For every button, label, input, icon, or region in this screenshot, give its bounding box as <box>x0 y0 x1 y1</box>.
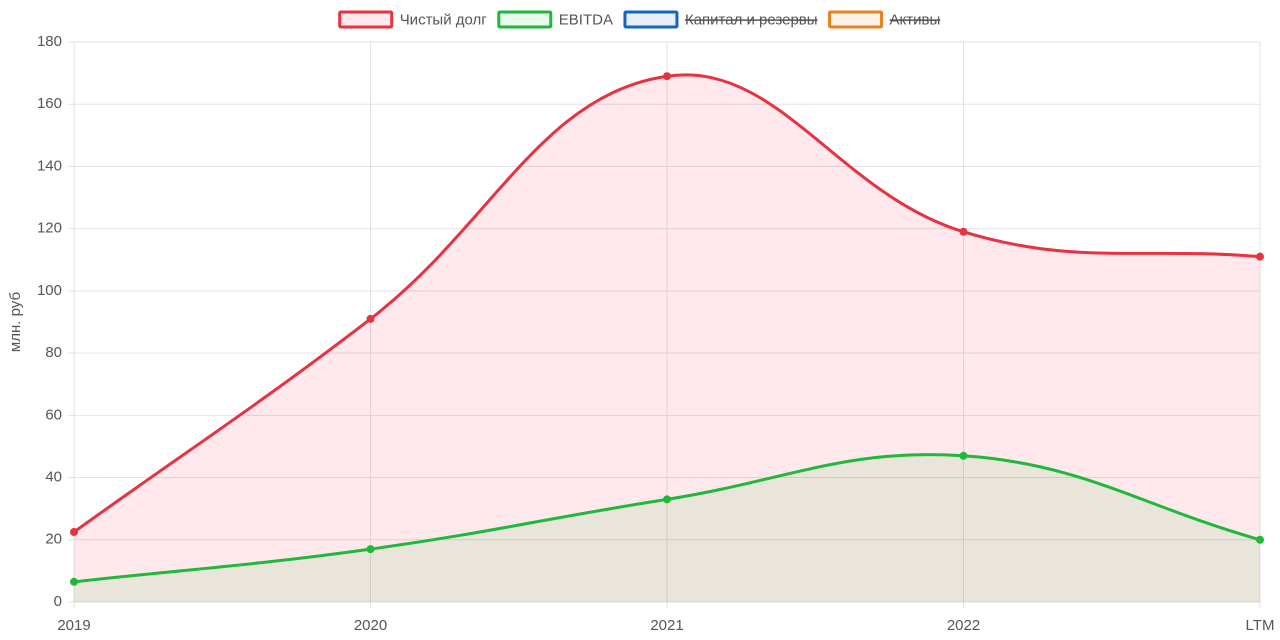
y-tick-label: 60 <box>45 406 62 423</box>
x-tick-label: 2022 <box>947 617 980 634</box>
y-tick-label: 100 <box>37 282 62 299</box>
point <box>70 528 78 536</box>
point <box>663 72 671 81</box>
area <box>74 74 1260 602</box>
legend-swatch <box>497 10 553 29</box>
legend-label: Чистый долг <box>400 11 488 28</box>
point <box>959 227 968 236</box>
point <box>366 314 375 323</box>
y-tick-label: 80 <box>45 344 62 361</box>
y-tick-label: 120 <box>37 220 62 237</box>
y-axis-label: млн. руб <box>7 292 24 352</box>
y-tick-label: 160 <box>37 95 62 112</box>
point <box>70 577 78 586</box>
x-tick-label: 2020 <box>354 617 387 634</box>
y-tick-label: 180 <box>37 33 62 50</box>
area <box>74 454 1260 602</box>
point <box>1256 535 1264 544</box>
legend: Чистый долг EBITDA Капитал и резервы Активы <box>338 10 941 29</box>
y-tick-label: 20 <box>45 531 62 548</box>
legend-swatch <box>828 10 884 29</box>
point <box>1256 252 1264 261</box>
legend-label: Капитал и резервы <box>685 11 818 28</box>
legend-swatch <box>338 10 394 29</box>
point <box>663 495 671 504</box>
legend-label: EBITDA <box>559 11 613 28</box>
x-tick-label: 2021 <box>650 617 683 634</box>
line <box>73 73 1261 534</box>
y-tick-label: 0 <box>54 593 62 610</box>
x-tick-label: 2019 <box>57 617 90 634</box>
x-tick-label: LTM <box>1246 617 1275 634</box>
y-tick-label: 40 <box>45 469 62 486</box>
legend-label: Активы <box>890 11 941 28</box>
y-tick-label: 140 <box>37 157 62 174</box>
point <box>959 451 968 460</box>
legend-swatch <box>623 10 679 29</box>
point <box>366 545 375 554</box>
